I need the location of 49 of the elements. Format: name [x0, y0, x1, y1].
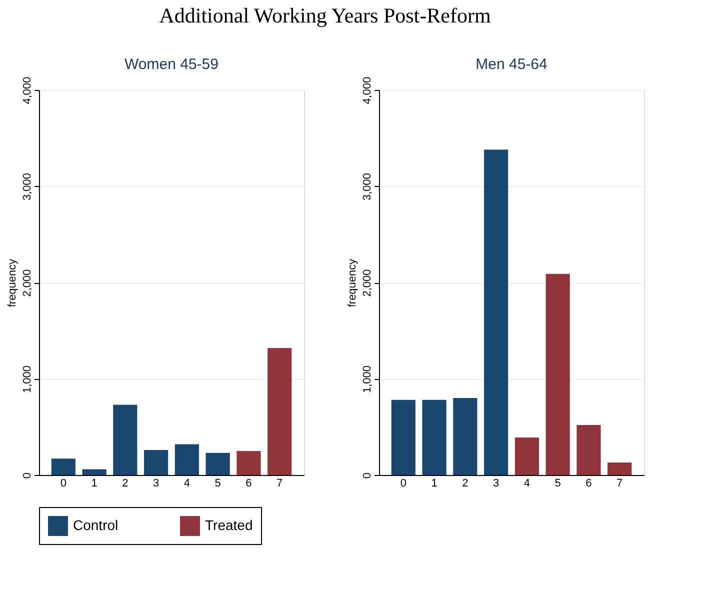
bar [144, 450, 168, 475]
bar [206, 452, 230, 475]
x-tick-label: 0 [60, 478, 66, 490]
y-tick-label: 4,000 [22, 76, 34, 104]
x-tick-label: 1 [431, 478, 438, 490]
chart-title: Women 45-59 [124, 56, 218, 74]
bar [113, 404, 138, 475]
legend-label: Control [73, 517, 118, 533]
legend-label: Treated [205, 517, 253, 533]
bar [82, 469, 106, 475]
y-tick-label: 3,000 [362, 172, 374, 201]
bar [236, 450, 261, 475]
bar [51, 458, 76, 475]
x-tick-label: 5 [214, 478, 221, 490]
bar [608, 462, 632, 475]
y-tick-label: 1,000 [362, 365, 374, 394]
text: Additional Working Years Post-Reform [159, 4, 491, 28]
y-tick-label: 4,000 [362, 76, 374, 104]
x-tick-label: 2 [122, 478, 128, 490]
bar [576, 424, 601, 475]
y-tick-label: 3,000 [22, 172, 34, 201]
x-tick-label: 2 [462, 478, 468, 490]
chart-title: Men 45-64 [476, 56, 548, 74]
y-axis-title: frequency [346, 258, 358, 308]
x-tick-label: 4 [184, 478, 190, 490]
x-tick-label: 6 [586, 478, 592, 490]
bar [268, 348, 292, 475]
x-tick-label: 3 [492, 478, 500, 490]
bar [514, 437, 539, 475]
bar [453, 398, 478, 475]
x-tick-label: 0 [400, 478, 406, 490]
bar [422, 400, 446, 475]
x-tick-label: 3 [152, 478, 160, 490]
x-tick-label: 5 [554, 478, 561, 490]
bar [484, 150, 508, 475]
bar [546, 274, 570, 475]
x-tick-label: 7 [276, 478, 283, 490]
x-tick-label: 1 [91, 478, 98, 490]
bar [174, 444, 199, 475]
bar [391, 400, 416, 475]
y-axis-title: frequency [6, 258, 18, 308]
y-tick-label: 1,000 [22, 365, 34, 394]
y-tick-label: 0 [22, 472, 34, 479]
x-tick-label: 4 [524, 478, 530, 490]
y-tick-label: 0 [362, 472, 374, 479]
x-tick-label: 6 [246, 478, 252, 490]
x-tick-label: 7 [616, 478, 623, 490]
y-tick-label: 2,000 [362, 269, 374, 297]
y-tick-label: 2,000 [22, 269, 34, 297]
